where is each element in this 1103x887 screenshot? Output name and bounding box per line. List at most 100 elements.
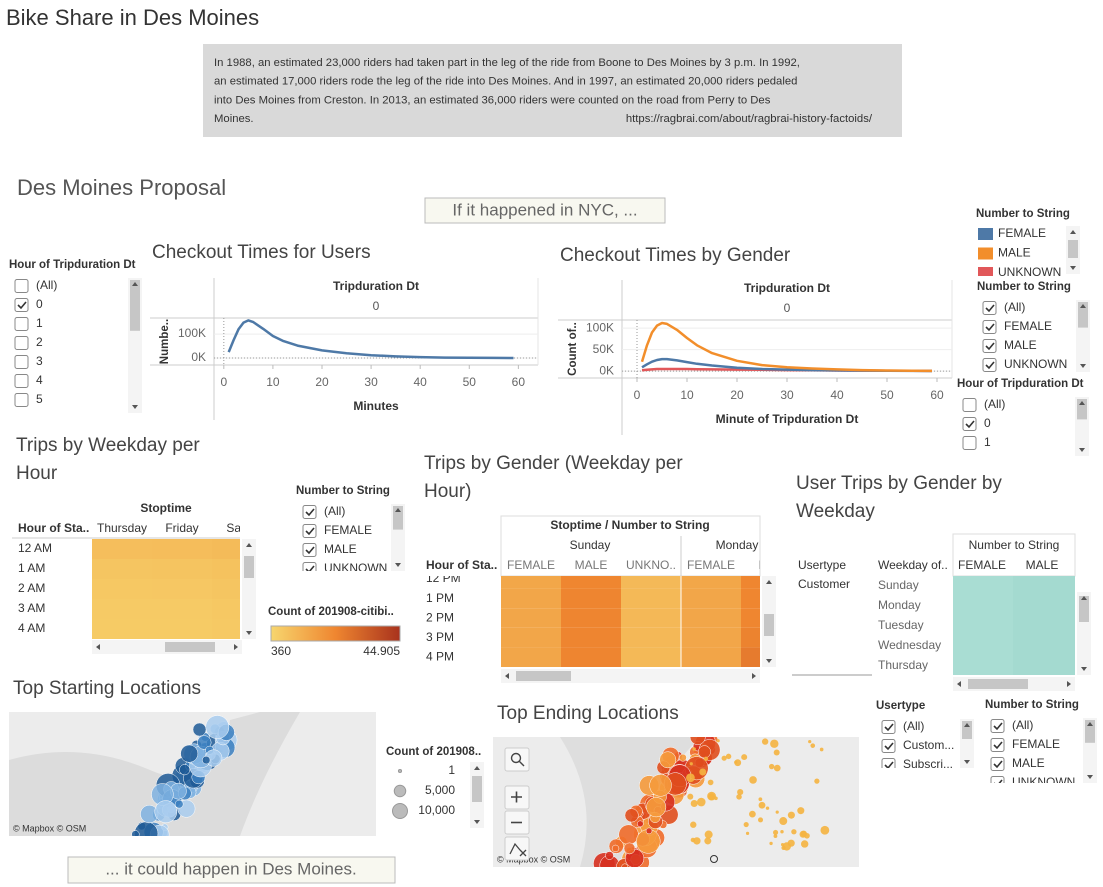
checkbox[interactable] — [302, 562, 317, 576]
scrollbar-thumb[interactable] — [764, 614, 774, 636]
filter-item-label: UNKNOWN — [1012, 775, 1075, 789]
checkbox[interactable] — [14, 393, 29, 407]
checkbox[interactable] — [14, 298, 29, 312]
quote-line: an estimated 17,000 riders rode the leg … — [214, 76, 797, 88]
heat-cell — [681, 588, 741, 609]
gender-heatmap-title: Trips by Gender (Weekday per Hour) — [424, 453, 683, 502]
filter-item-label: MALE — [1012, 756, 1045, 770]
checkbox[interactable] — [881, 739, 896, 753]
checkbox[interactable] — [14, 355, 29, 369]
scrollbar-thumb[interactable] — [130, 280, 140, 331]
scrollbar-thumb[interactable] — [472, 776, 482, 802]
scrollbar-thumb[interactable] — [1078, 302, 1088, 328]
column-header: Tripduration Dt — [333, 279, 419, 293]
checkbox[interactable] — [962, 417, 977, 431]
checkbox[interactable] — [990, 757, 1005, 771]
check-mark[interactable] — [985, 342, 995, 351]
legend-title: Count of 201908.. — [386, 746, 481, 758]
check-mark[interactable] — [993, 722, 1003, 731]
map-marker — [749, 776, 757, 784]
check-mark[interactable] — [305, 546, 315, 555]
heat-cell — [152, 619, 212, 639]
table-cell — [953, 576, 1013, 675]
checkbox[interactable] — [982, 301, 997, 315]
scrollbar-thumb[interactable] — [968, 679, 1028, 689]
map-marker — [757, 817, 764, 823]
header-band — [952, 533, 1076, 577]
column-value: 0 — [784, 301, 791, 315]
heat-cell — [212, 599, 240, 619]
map-marker — [791, 829, 797, 835]
zoom-in-icon[interactable] — [511, 791, 522, 803]
heat-cell — [92, 539, 152, 559]
check-mark[interactable] — [17, 301, 27, 310]
x-axis-title: Minute of Tripduration Dt — [716, 412, 859, 426]
heat-cell — [212, 619, 240, 639]
row-label: 12 AM — [18, 541, 52, 555]
checkbox[interactable] — [881, 720, 896, 734]
scrollbar-thumb[interactable] — [1079, 596, 1089, 622]
check-mark[interactable] — [985, 361, 995, 370]
filter-item-label: 5 — [36, 392, 43, 406]
zoom-search-button[interactable] — [504, 747, 530, 772]
tools-icon[interactable] — [509, 842, 527, 857]
checkbox[interactable] — [982, 320, 997, 334]
check-mark[interactable] — [993, 741, 1003, 750]
map-marker — [649, 774, 672, 797]
checkbox[interactable] — [962, 436, 977, 450]
checkbox[interactable] — [14, 317, 29, 331]
column-label: Friday — [165, 521, 198, 535]
search-icon[interactable] — [510, 752, 522, 764]
checkbox[interactable] — [14, 336, 29, 350]
scrollbar-thumb[interactable] — [393, 506, 403, 530]
quote-line: into Des Moines from Creston. In 2013, a… — [214, 94, 771, 106]
check-mark[interactable] — [884, 723, 894, 732]
map-tools-button[interactable] — [504, 836, 530, 861]
scrollbar-thumb[interactable] — [244, 556, 254, 578]
check-mark[interactable] — [985, 304, 995, 313]
scroll-arrow[interactable] — [1070, 230, 1076, 270]
search-icon[interactable] — [518, 760, 525, 767]
scrollbar-thumb[interactable] — [1068, 240, 1078, 258]
x-tick-label: 50 — [880, 388, 894, 402]
check-mark[interactable] — [305, 565, 315, 572]
checkbox[interactable] — [302, 505, 317, 519]
map-marker — [205, 715, 230, 739]
scrollbar-thumb[interactable] — [1077, 399, 1087, 420]
checkbox[interactable] — [962, 398, 977, 412]
scrollbar-thumb[interactable] — [1085, 720, 1095, 743]
banner — [67, 856, 396, 884]
check-mark[interactable] — [884, 761, 894, 768]
check-mark[interactable] — [965, 420, 975, 429]
checkbox[interactable] — [302, 524, 317, 538]
scrollbar-thumb[interactable] — [962, 721, 972, 739]
filter-item-label: Subscri... — [903, 757, 953, 771]
check-mark[interactable] — [994, 779, 1003, 786]
checkbox[interactable] — [990, 738, 1005, 752]
clip-group: 12 AM 1 AM 2 AM 3 AM 4 AM — [18, 539, 240, 639]
checkbox[interactable] — [14, 279, 29, 293]
check-mark[interactable] — [884, 742, 894, 751]
scrollbar-thumb[interactable] — [516, 671, 571, 681]
checkbox[interactable] — [14, 374, 29, 388]
check-mark[interactable] — [985, 323, 995, 332]
x-tick-label: 0 — [220, 375, 227, 389]
checkbox[interactable] — [982, 339, 997, 353]
checkbox[interactable] — [982, 358, 997, 372]
check-mark[interactable] — [993, 760, 1003, 769]
clip-group: (All) FEMALE MALE UNKNOWN — [990, 718, 1075, 790]
row-label: Customer — [798, 577, 850, 591]
banner-text: ... it could happen in Des Moines. — [105, 859, 356, 878]
filter-title: Number to String — [985, 699, 1079, 711]
check-mark[interactable] — [305, 527, 315, 536]
check-mark[interactable] — [305, 508, 315, 517]
checkbox[interactable] — [990, 776, 1005, 790]
map-marker — [773, 829, 779, 836]
checkbox[interactable] — [302, 543, 317, 557]
row-label: Tuesday — [878, 618, 924, 632]
checkbox[interactable] — [990, 719, 1005, 733]
scrollbar-thumb[interactable] — [165, 642, 215, 652]
scrollbar-track[interactable] — [242, 539, 256, 639]
checkbox[interactable] — [881, 758, 896, 772]
